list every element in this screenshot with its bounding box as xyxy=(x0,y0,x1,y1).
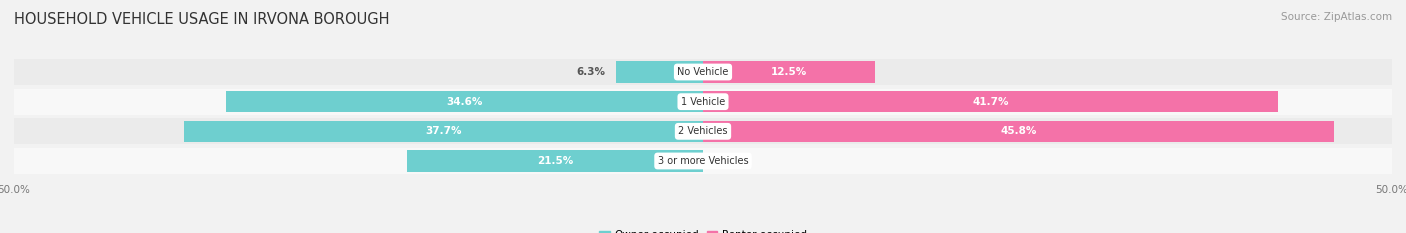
Bar xyxy=(406,150,703,172)
Text: 0.0%: 0.0% xyxy=(714,156,742,166)
Text: 1 Vehicle: 1 Vehicle xyxy=(681,97,725,107)
Text: 34.6%: 34.6% xyxy=(447,97,482,107)
Bar xyxy=(703,91,1278,112)
Bar xyxy=(184,121,703,142)
Text: 21.5%: 21.5% xyxy=(537,156,574,166)
Text: No Vehicle: No Vehicle xyxy=(678,67,728,77)
Bar xyxy=(14,118,1392,144)
Text: 3 or more Vehicles: 3 or more Vehicles xyxy=(658,156,748,166)
Text: 45.8%: 45.8% xyxy=(1000,126,1036,136)
Text: Source: ZipAtlas.com: Source: ZipAtlas.com xyxy=(1281,12,1392,22)
Text: 2 Vehicles: 2 Vehicles xyxy=(678,126,728,136)
Bar xyxy=(703,61,875,83)
Text: HOUSEHOLD VEHICLE USAGE IN IRVONA BOROUGH: HOUSEHOLD VEHICLE USAGE IN IRVONA BOROUG… xyxy=(14,12,389,27)
Bar xyxy=(14,148,1392,174)
Bar xyxy=(226,91,703,112)
Text: 41.7%: 41.7% xyxy=(972,97,1008,107)
Text: 12.5%: 12.5% xyxy=(770,67,807,77)
Bar xyxy=(703,121,1334,142)
Legend: Owner-occupied, Renter-occupied: Owner-occupied, Renter-occupied xyxy=(595,226,811,233)
Bar xyxy=(14,89,1392,115)
Text: 6.3%: 6.3% xyxy=(576,67,605,77)
Bar xyxy=(14,59,1392,85)
Text: 37.7%: 37.7% xyxy=(425,126,461,136)
Bar xyxy=(616,61,703,83)
